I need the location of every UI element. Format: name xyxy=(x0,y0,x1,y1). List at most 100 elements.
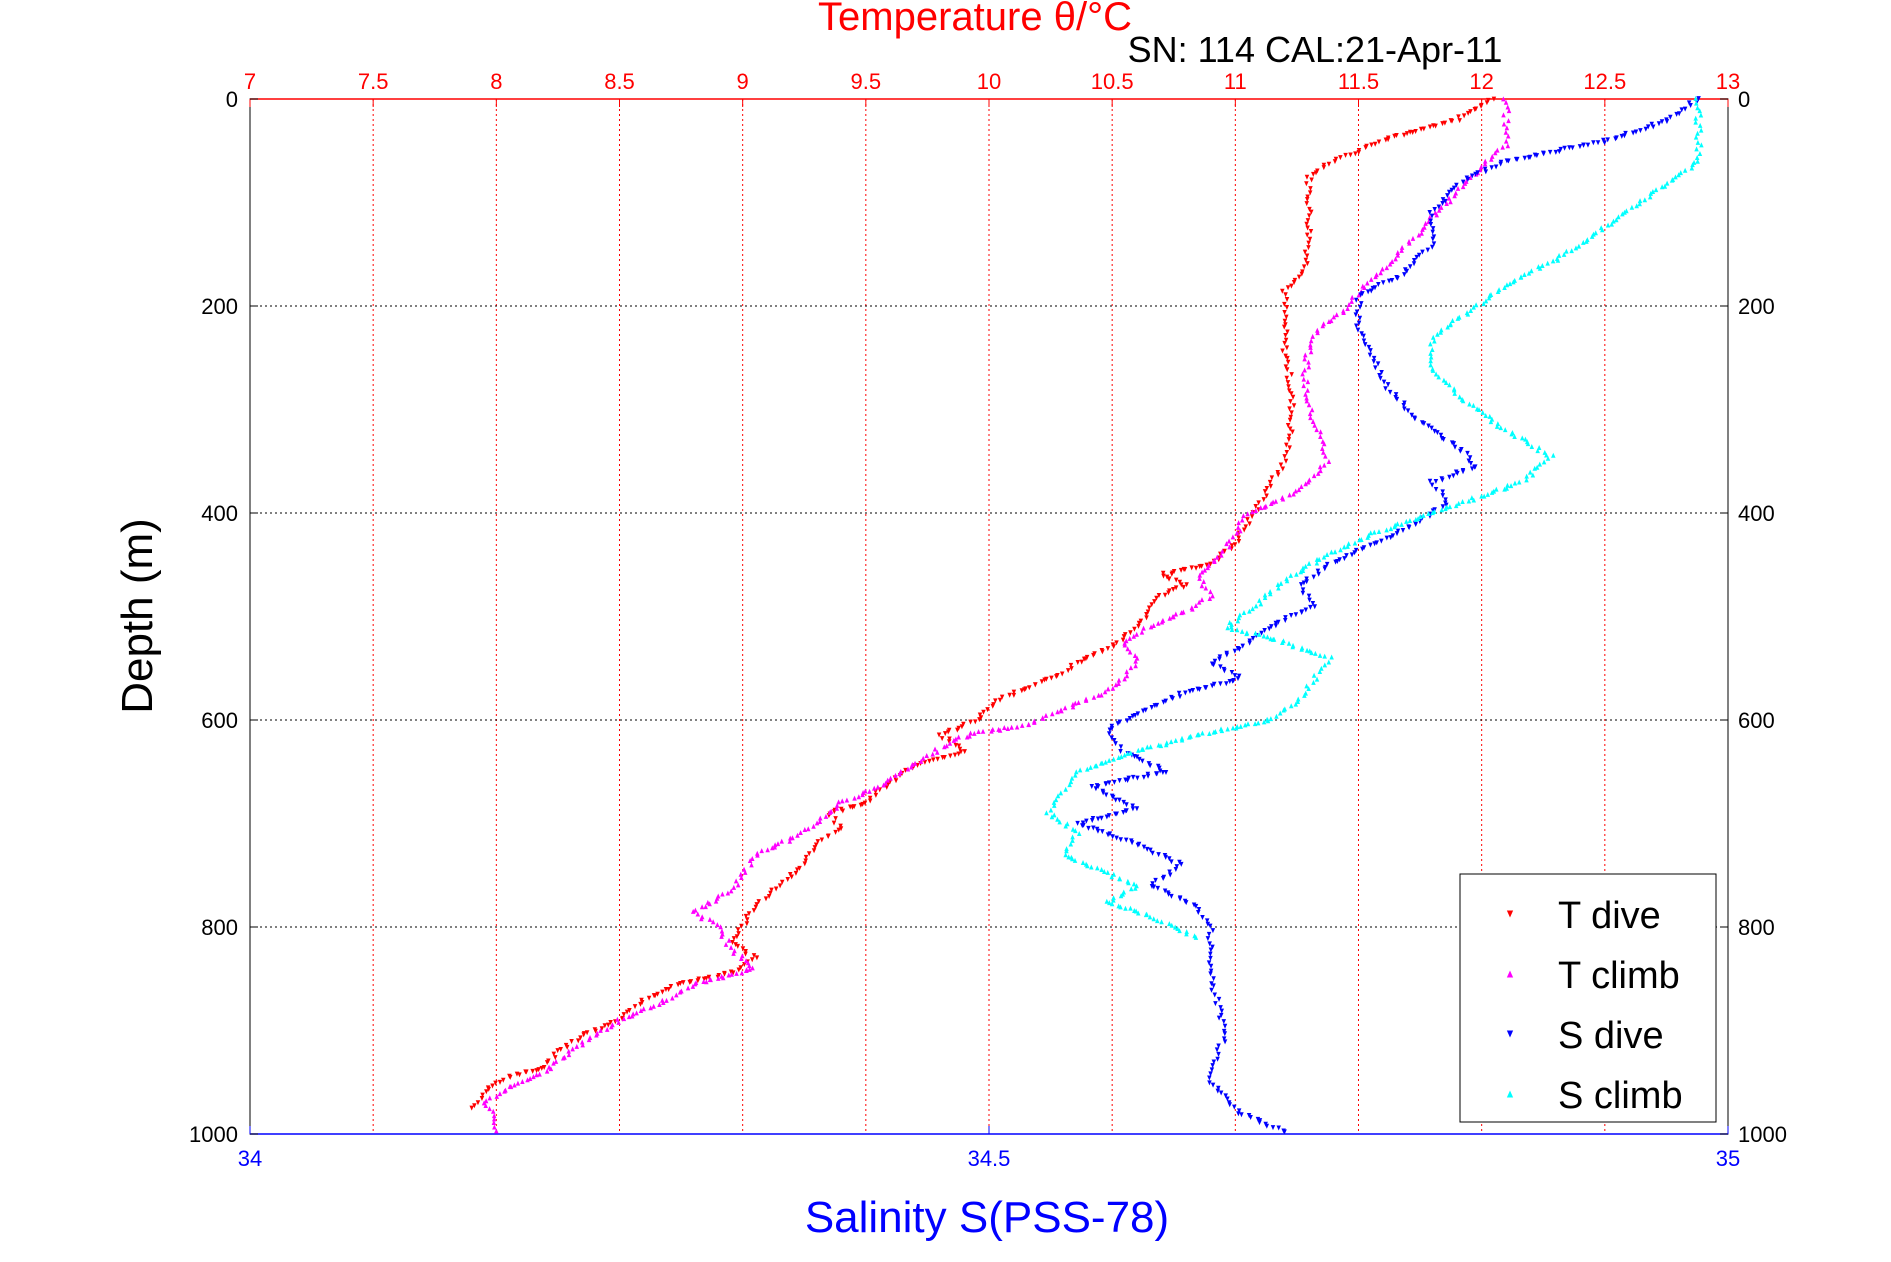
data-point xyxy=(1311,679,1316,685)
data-point xyxy=(1503,138,1509,144)
data-point xyxy=(1218,1005,1223,1011)
data-point xyxy=(1352,540,1358,546)
data-point xyxy=(1306,240,1311,246)
data-point xyxy=(1128,630,1133,636)
data-point xyxy=(1011,692,1017,698)
data-point xyxy=(1124,718,1130,724)
data-point xyxy=(479,1096,485,1102)
data-point xyxy=(1236,538,1242,544)
data-point xyxy=(1156,742,1161,748)
data-point xyxy=(1449,118,1455,124)
data-point xyxy=(1219,1012,1224,1018)
data-point xyxy=(1430,347,1435,353)
data-point xyxy=(1270,1125,1276,1131)
data-point xyxy=(1287,406,1292,412)
data-point xyxy=(945,729,951,735)
data-point xyxy=(1310,601,1316,607)
data-point xyxy=(1304,174,1310,180)
data-point xyxy=(1150,881,1155,887)
data-point xyxy=(502,1088,507,1094)
data-point xyxy=(1225,625,1230,631)
data-point xyxy=(1696,96,1701,102)
data-point xyxy=(1436,204,1442,210)
data-point xyxy=(814,820,820,826)
data-point xyxy=(1236,520,1241,526)
data-point xyxy=(692,981,698,987)
data-point xyxy=(1110,834,1115,840)
data-point xyxy=(1305,379,1311,385)
data-point xyxy=(1349,294,1355,300)
data-point xyxy=(728,944,734,950)
data-point xyxy=(1523,436,1528,442)
data-point xyxy=(1430,226,1436,232)
data-point xyxy=(1105,869,1111,875)
data-point xyxy=(883,780,888,786)
data-point xyxy=(1308,338,1314,344)
data-point xyxy=(1083,697,1089,703)
data-point xyxy=(1281,324,1287,330)
data-point xyxy=(1178,567,1184,573)
data-point xyxy=(1307,190,1313,196)
data-point xyxy=(1368,542,1373,548)
data-point xyxy=(754,902,759,908)
data-point xyxy=(1199,597,1205,603)
data-point xyxy=(1062,705,1068,711)
data-point xyxy=(624,1009,630,1015)
data-point xyxy=(1416,232,1422,238)
data-point xyxy=(768,890,773,896)
data-point xyxy=(1169,893,1174,899)
data-point xyxy=(1119,754,1124,760)
data-point xyxy=(1124,669,1129,675)
data-point xyxy=(1129,840,1135,846)
data-point xyxy=(1443,506,1448,512)
data-point xyxy=(1077,767,1083,773)
data-point xyxy=(553,1058,559,1064)
data-point xyxy=(833,829,838,835)
data-point xyxy=(483,1098,489,1104)
data-point xyxy=(728,888,734,894)
data-point xyxy=(1453,503,1459,509)
data-point xyxy=(657,1001,662,1007)
data-point xyxy=(1441,437,1446,443)
data-point xyxy=(1495,288,1501,294)
data-point xyxy=(1695,158,1700,164)
data-point xyxy=(1460,184,1466,190)
data-point xyxy=(1291,403,1297,409)
data-point xyxy=(490,1083,495,1089)
data-point xyxy=(1298,569,1304,575)
data-point xyxy=(1457,118,1462,124)
data-point xyxy=(1207,1080,1212,1086)
data-point xyxy=(1221,1019,1227,1025)
data-point xyxy=(751,953,757,959)
data-point xyxy=(1418,513,1423,519)
data-point xyxy=(909,764,914,770)
data-point xyxy=(707,901,712,907)
data-point xyxy=(797,865,802,871)
data-point xyxy=(1428,221,1434,227)
data-point xyxy=(1356,320,1362,326)
data-point xyxy=(1174,864,1180,870)
data-point xyxy=(981,709,986,715)
data-point xyxy=(1557,149,1562,155)
data-point xyxy=(1304,395,1309,401)
data-point xyxy=(1235,676,1241,682)
data-point xyxy=(1659,184,1665,190)
data-point xyxy=(1143,912,1149,918)
data-point xyxy=(1208,955,1213,961)
data-point xyxy=(1300,565,1306,571)
data-point xyxy=(1042,677,1047,683)
data-point xyxy=(957,746,963,752)
legend-label: T dive xyxy=(1558,895,1661,937)
data-point xyxy=(1233,725,1239,731)
data-point xyxy=(1401,403,1407,409)
data-point xyxy=(750,965,755,971)
data-point xyxy=(1436,207,1442,213)
data-point xyxy=(867,795,873,801)
data-point xyxy=(1513,156,1519,162)
data-point xyxy=(1406,525,1412,531)
data-point xyxy=(1600,227,1605,233)
data-point xyxy=(1341,544,1347,550)
data-point xyxy=(1524,477,1529,483)
data-point xyxy=(773,886,779,892)
temperature-tick-label: 11 xyxy=(1224,69,1247,94)
